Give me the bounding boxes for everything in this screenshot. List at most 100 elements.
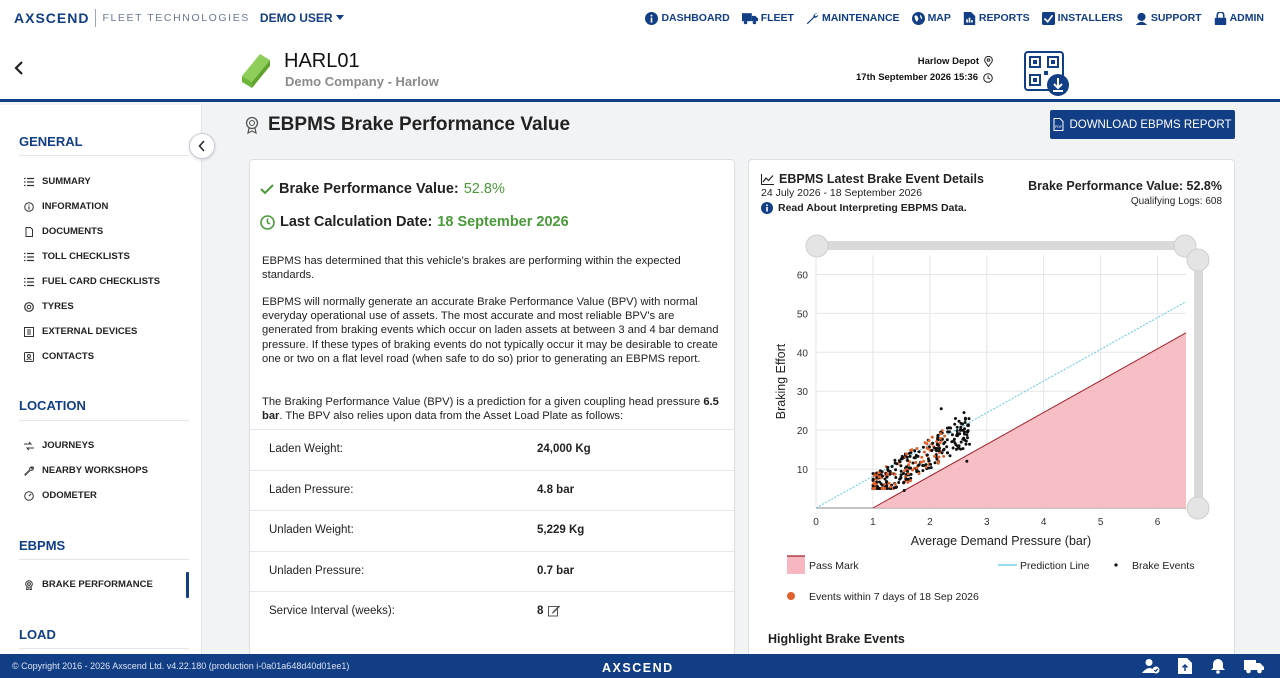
user-menu[interactable]: DEMO USER (260, 11, 344, 25)
brake-event-point (885, 480, 889, 483)
spec-row-laden-weight: Laden Weight: 24,000 Kg (250, 429, 734, 469)
list-icon (24, 177, 34, 186)
recent-event-point (939, 432, 943, 436)
sidebar-collapse-button[interactable] (189, 133, 215, 159)
brake-event-point (947, 430, 951, 434)
sidebar-item-journeys[interactable]: JOURNEYS (24, 440, 94, 451)
recent-event-point (907, 463, 911, 467)
page-title-text: EBPMS Brake Performance Value (268, 114, 571, 135)
sidebar-item-toll-checklists[interactable]: TOLL CHECKLISTS (24, 251, 130, 262)
sidebar-item-documents[interactable]: DOCUMENTS (24, 226, 103, 237)
check-square-icon (1041, 11, 1055, 25)
nav-admin[interactable]: ADMIN (1214, 11, 1264, 25)
x-zoom-handle-left (805, 234, 829, 258)
brake-event-point (949, 426, 953, 430)
sidebar-item-tyres[interactable]: TYRES (24, 301, 74, 312)
brake-event-point (959, 440, 963, 444)
download-ebpms-report-button[interactable]: PDF DOWNLOAD EBPMS REPORT (1050, 110, 1235, 139)
active-indicator (186, 572, 189, 598)
legend-pass-mark-swatch (787, 556, 805, 574)
sidebar-item-label: NEARBY WORKSHOPS (42, 465, 148, 476)
spec-value-service-interval: 8 (537, 605, 561, 617)
nav-maintenance[interactable]: MAINTENANCE (806, 12, 900, 25)
brake-event-point (946, 451, 949, 455)
load-plate-paragraph: The Braking Performance Value (BPV) is a… (262, 395, 724, 423)
y-tick-label: 60 (797, 270, 809, 281)
recent-event-point (909, 479, 913, 483)
sidebar-item-contacts[interactable]: CONTACTS (24, 351, 94, 362)
spec-value: 5,229 Kg (537, 524, 585, 536)
paragraph-text: . The BPV also relies upon data from the… (279, 410, 624, 423)
interpreting-data-link[interactable]: Read About Interpreting EBPMS Data. (761, 202, 967, 214)
legend-brake-events-label: Brake Events (1132, 560, 1194, 572)
edit-icon[interactable] (548, 605, 561, 617)
bell-icon[interactable] (1210, 658, 1226, 674)
file-upload-icon[interactable] (1178, 658, 1192, 674)
nav-fleet[interactable]: FLEET (741, 12, 794, 25)
nav-reports[interactable]: REPORTS (963, 11, 1030, 25)
nav-support[interactable]: SUPPORT (1135, 12, 1202, 25)
y-tick-label: 10 (797, 465, 809, 476)
brake-event-point (955, 425, 959, 429)
brand-logo[interactable]: AXSCEND (14, 10, 90, 26)
recent-event-point (917, 472, 921, 476)
sidebar-item-nearby-workshops[interactable]: NEARBY WORKSHOPS (24, 465, 148, 476)
brake-event-point (909, 476, 913, 480)
brake-event-point (880, 470, 884, 474)
checklist-icon (24, 252, 34, 261)
qr-download-icon[interactable] (1024, 51, 1070, 97)
spec-label: Laden Weight: (269, 443, 343, 455)
brake-event-point (905, 465, 909, 469)
y-axis-label: Braking Effort (774, 343, 788, 419)
spec-row-unladen-weight: Unladen Weight: 5,229 Kg (250, 510, 734, 550)
brake-event-point (933, 461, 937, 465)
y-zoom-handle-top (1186, 248, 1210, 272)
info-circle-icon (761, 202, 773, 214)
recent-event-point (887, 481, 891, 485)
nav-dashboard[interactable]: DASHBOARD (645, 11, 730, 25)
brake-event-point (885, 484, 889, 488)
nav-label: REPORTS (978, 12, 1030, 24)
legend-recent-events-label: Events within 7 days of 18 Sep 2026 (809, 591, 979, 603)
brake-event-point (945, 445, 949, 449)
brake-event-point (871, 472, 875, 476)
recent-event-point (893, 482, 897, 486)
brake-event-point (898, 477, 902, 481)
brake-event-point (936, 434, 940, 438)
sidebar-item-external-devices[interactable]: EXTERNAL DEVICES (24, 326, 137, 337)
recent-event-point (937, 455, 941, 459)
sidebar-item-brake-performance[interactable]: BRAKE PERFORMANCE (24, 579, 153, 590)
brake-event-point (933, 446, 936, 450)
clock-icon (983, 72, 993, 83)
brake-event-point (954, 447, 958, 451)
nav-installers[interactable]: INSTALLERS (1041, 11, 1123, 25)
recent-event-point (906, 480, 910, 484)
sidebar-item-summary[interactable]: SUMMARY (24, 176, 91, 187)
brake-event-point (894, 468, 898, 472)
recent-event-point (871, 487, 875, 490)
download-label: DOWNLOAD EBPMS REPORT (1069, 118, 1232, 131)
delivery-truck-icon[interactable] (1244, 658, 1264, 674)
sidebar-item-label: TOLL CHECKLISTS (42, 251, 130, 262)
sidebar-item-odometer[interactable]: ODOMETER (24, 490, 97, 501)
sidebar-item-information[interactable]: INFORMATION (24, 201, 108, 212)
brake-event-point (953, 416, 957, 420)
document-icon (25, 226, 33, 237)
details-title-text: EBPMS Latest Brake Event Details (779, 172, 984, 186)
back-arrow-icon[interactable] (10, 58, 28, 78)
brake-event-point (937, 449, 941, 453)
brake-event-point (915, 470, 919, 473)
nav-label: MAINTENANCE (821, 12, 900, 24)
nav-label: INSTALLERS (1057, 12, 1123, 24)
brake-event-point (929, 466, 933, 470)
recent-event-point (904, 452, 908, 456)
brake-event-point (966, 424, 970, 427)
depot-name: Harlow Depot (917, 56, 979, 67)
user-check-icon[interactable] (1142, 658, 1160, 674)
sidebar-item-fuel-card-checklists[interactable]: FUEL CARD CHECKLISTS (24, 276, 160, 287)
nav-map[interactable]: MAP (911, 11, 951, 25)
report-icon (963, 11, 976, 25)
brake-event-point (942, 447, 946, 451)
brake-event-point (899, 473, 903, 477)
sidebar-item-label: INFORMATION (42, 201, 109, 212)
